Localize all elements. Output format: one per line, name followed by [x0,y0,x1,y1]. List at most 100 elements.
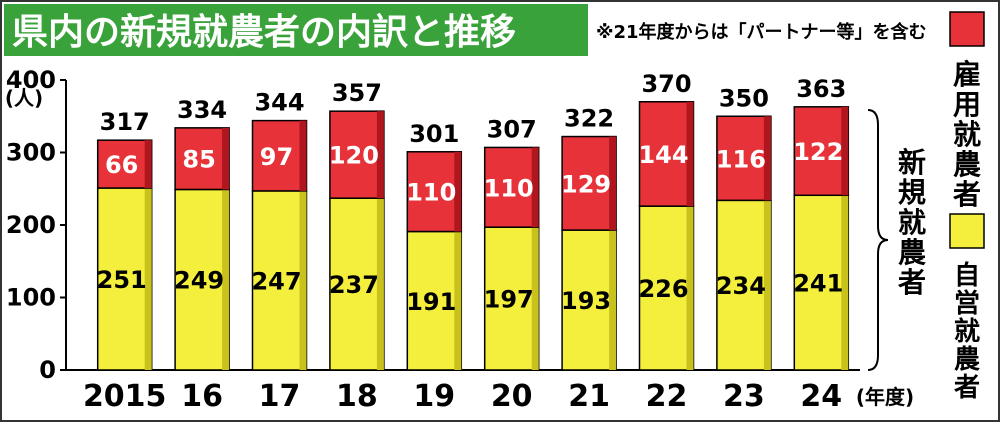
bar-employed-shade [299,120,307,191]
bars-group: 251 66 317 249 85 334 247 97 344 237 120 357 191 110 3… [96,70,850,371]
bar-employed-shade [222,127,230,190]
bar-employed-shade [609,136,617,231]
employed-value-label: 116 [716,145,766,173]
bar-self-employed-shade [222,189,230,370]
x-category-label: 18 [336,379,378,414]
bar-employed-shade [841,106,849,196]
x-axis-unit: (年度) [856,385,914,409]
self-employed-value-label: 251 [97,266,147,294]
bar-employed [716,115,772,202]
legend-label-employed-char: 農 [953,148,981,181]
bar-self-employed [174,188,230,371]
bar-self-employed-shade [686,206,694,370]
y-tick-label: 300 [6,139,56,167]
y-tick-label: 100 [6,284,56,312]
total-value-label: 370 [641,70,691,98]
x-category-label: 2015 [83,379,167,414]
x-category-label: 22 [646,379,688,414]
bar-employed-shade [454,151,462,232]
bar-employed-shade [763,116,771,201]
bar-self-employed [329,197,385,371]
self-employed-value-label: 241 [793,270,843,298]
x-category-label: 24 [800,379,842,414]
bar-employed [793,106,850,197]
self-employed-value-label: 193 [561,287,611,315]
y-tick-label: 200 [6,211,56,239]
employed-value-label: 85 [182,146,215,174]
employed-value-label: 97 [260,143,293,171]
bar-employed [174,127,230,191]
legend-label-employed-char: 用 [953,88,981,121]
bar-employed [329,110,385,199]
x-category-label: 21 [568,379,610,414]
bar-employed [483,146,540,228]
total-value-label: 334 [177,96,227,124]
bracket-label: 新規就農者 [898,146,926,299]
self-employed-value-label: 226 [638,275,688,303]
employed-value-label: 110 [484,174,534,202]
bar-self-employed [716,199,772,371]
x-axis-labels: 2015 16 17 18 19 20 21 22 23 24 [83,379,842,414]
legend-label-self-employed-char: 者 [954,373,980,403]
bar-self-employed-shade [531,227,539,370]
title-banner: 県内の新規就農者の内訳と推移 [4,4,588,56]
y-axis: 0 100 200 300 400 [6,66,860,384]
self-employed-value-label: 247 [251,267,301,295]
total-value-label: 350 [719,84,769,112]
employed-value-label: 66 [105,151,138,179]
bar-self-employed-shade [144,188,152,370]
legend-swatch-self-employed [949,213,985,249]
legend-swatch-employed [949,11,985,47]
total-bracket [867,109,889,371]
legend-label-employed-char: 就 [953,118,981,151]
total-value-label: 317 [100,108,150,136]
total-value-label: 307 [487,115,537,143]
title-background [4,4,588,56]
bar-self-employed-shade [299,190,307,370]
y-axis-unit: (人) [5,86,43,110]
legend-label-employed-char: 雇 [953,58,981,91]
self-employed-value-label: 197 [484,286,534,314]
bracket-label-text-char: 新 [898,146,926,179]
chart-note: ※21年度からは「パートナー等」を含む [596,21,927,43]
bracket-label-text-char: 規 [898,176,926,209]
bar-employed-shade [686,101,694,207]
x-category-label: 20 [491,379,533,414]
bar-self-employed [96,187,153,371]
bar-employed-shade [144,140,152,189]
x-category-label: 19 [413,379,455,414]
self-employed-value-label: 191 [406,288,456,316]
total-value-label: 344 [254,89,304,117]
x-category-label: 23 [723,379,765,414]
self-employed-value-label: 237 [329,271,379,299]
bracket-label-text: 新規就農者 [898,146,926,299]
employed-value-label: 120 [329,142,379,170]
legend-label-self-employed-char: 営 [954,289,980,319]
legend-label-self-employed-char: 自 [954,260,980,291]
bar-employed [251,119,308,192]
total-value-label: 363 [796,75,846,103]
bracket-label-text-char: 農 [898,236,926,269]
bar-self-employed-shade [609,230,617,370]
bar-employed-shade [376,111,384,199]
legend-label-self-employed-char: 就 [954,317,980,347]
bracket-line [867,109,889,371]
bar-self-employed-shade [376,198,384,370]
total-value-label: 301 [409,120,459,148]
chart-title: 県内の新規就農者の内訳と推移 [12,12,516,53]
bar-self-employed-shade [841,195,849,370]
y-tick-label: 0 [39,356,56,384]
legend-label-self-employed-char: 農 [954,345,980,375]
self-employed-value-label: 249 [174,267,224,295]
bar-employed [96,139,153,189]
x-category-label: 17 [259,379,301,414]
y-tick-label: 400 [6,66,56,94]
bar-self-employed-shade [763,200,771,370]
bracket-label-text-char: 就 [898,206,926,239]
self-employed-value-label: 234 [716,272,766,300]
